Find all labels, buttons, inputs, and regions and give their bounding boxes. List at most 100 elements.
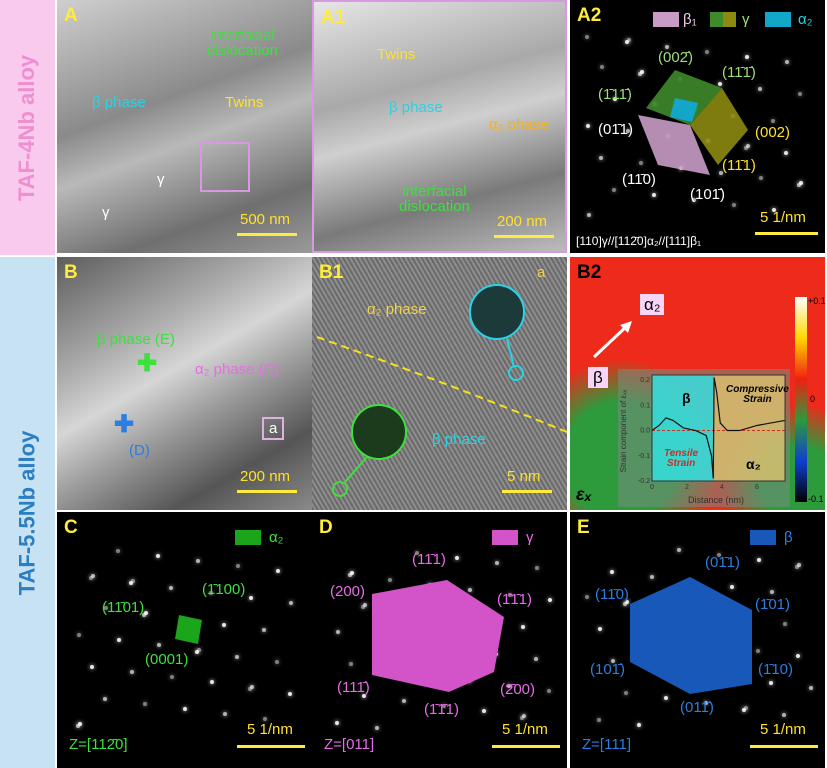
diffraction-spot [797,563,801,567]
panel-c-diffraction: C α₂ (11̄01) (1̄100) (0001) Z=[112̄0] 5 … [57,512,312,768]
diffraction-spot [771,119,775,123]
diffraction-spot [745,55,749,59]
index-label: (01̄1) [598,121,634,138]
index-label: (1̄1̄1) [497,591,533,608]
alpha2-cell [175,615,202,644]
diffraction-spot [117,638,121,642]
inset-x-tick: 2 [685,484,689,491]
diffraction-spot [156,554,160,558]
index-label: (11̄1̄) [722,64,756,81]
zone-axis-label: Z=[111] [582,736,632,753]
diffraction-spot [585,595,589,599]
index-label: (1̄01) [755,596,791,613]
diffraction-spot [142,613,146,617]
diffraction-spot [718,82,722,86]
scale-bar-label: 5 1/nm [502,721,548,738]
diffraction-spot [275,660,279,664]
diffraction-spot [223,712,227,716]
scale-bar [755,232,818,235]
diffraction-spot [455,556,459,560]
diffraction-spot [209,591,213,595]
panel-e-diffraction: E β (01̄1) (11̄0) (1̄01) (101̄) (1̄10) (… [570,512,825,768]
index-label: (11̄0) [595,586,629,603]
diffraction-spot [91,574,95,578]
inset-y-tick: -0.2 [638,478,650,485]
diffraction-spot [507,684,511,688]
colorbar-max: +0.1 [808,296,825,306]
diffraction-spot [744,146,748,150]
annotation-interfacial-dislocation: interfacial dislocation [399,183,470,215]
inset-x-tick: 6 [755,484,759,491]
diffraction-spot [770,590,774,594]
index-label: (1̄11̄) [598,86,632,103]
index-label: (11̄1) [722,157,756,174]
diffraction-spot [548,598,552,602]
index-label: (0001) [145,651,189,668]
scale-bar [237,233,297,236]
scale-bar [750,745,818,748]
annotation-alpha2: α₂ [640,294,665,315]
diffraction-spot [624,691,628,695]
legend-swatch-beta [750,530,776,545]
diffraction-spot [626,129,630,133]
diffraction-spot [717,553,721,557]
panel-label: A1 [321,7,346,28]
inset-y-tick: 0.0 [640,428,650,435]
diffraction-spot [349,662,353,666]
diffraction-spot [611,659,615,663]
diffraction-spot [361,605,365,609]
panel-a-tem-image: A interfacial dislocation β phase Twins … [57,0,312,253]
diffraction-spot [730,585,734,589]
diffraction-spot [196,559,200,563]
diffraction-spot [143,702,147,706]
scale-bar-label: 200 nm [240,468,291,485]
index-label: (002̄) [658,49,694,66]
diffraction-spot [783,622,787,626]
annotation-interfacial-dislocation: interfacial dislocation [207,27,278,59]
annotation-beta-phase: β phase (E) [97,331,175,348]
legend-beta: β [784,529,793,546]
diffraction-spot [744,706,748,710]
panel-b1-hrtem-image: B1 a α₂ phase β phase 5 nm [312,257,567,510]
panel-label: A2 [577,5,602,26]
legend-gamma: γ [742,11,750,28]
diffraction-spot [362,694,366,698]
row-label-taf-4nb: TAF-4Nb alloy [0,0,55,255]
scale-bar [237,745,305,748]
scale-bar [494,235,554,238]
diffraction-spot [585,35,589,39]
diffraction-spot [599,156,603,160]
legend-alpha2: α₂ [798,11,813,28]
diffraction-spot [797,183,801,187]
annotation-alpha2-phase: α₂ phase (C) [195,361,280,378]
diffraction-spot [758,87,762,91]
diffraction-spot [250,685,254,689]
legend-swatch-gamma [492,530,518,545]
diffraction-spot [131,579,135,583]
diffraction-spot [652,193,656,197]
diffraction-spot [587,213,591,217]
diffraction-spot [336,630,340,634]
diffraction-spot [597,718,601,722]
legend-swatch-gamma [710,12,736,27]
annotation-d: (D) [129,442,150,459]
diffraction-spot [613,97,617,101]
diffraction-spot [637,723,641,727]
diffraction-spot [78,722,82,726]
diffraction-spot [598,627,602,631]
annotation-alpha2-phase: α₂ phase [367,301,427,318]
index-label: (101̄) [690,186,726,203]
diffraction-spot [144,611,148,615]
diffraction-spot [759,176,763,180]
index-label: (111̄) [337,679,370,696]
scale-bar-label: 5 1/nm [760,209,806,226]
inset-compressive-strain: Compressive Strain [726,384,789,405]
scale-bar [492,745,560,748]
diffraction-spot [508,593,512,597]
inset-axes-frame [651,374,786,482]
diffraction-spot [627,38,631,42]
legend-beta1: β₁ [683,11,697,28]
diffraction-spot [586,124,590,128]
inset-y-tick: 0.2 [640,377,650,384]
diffraction-spot [796,654,800,658]
